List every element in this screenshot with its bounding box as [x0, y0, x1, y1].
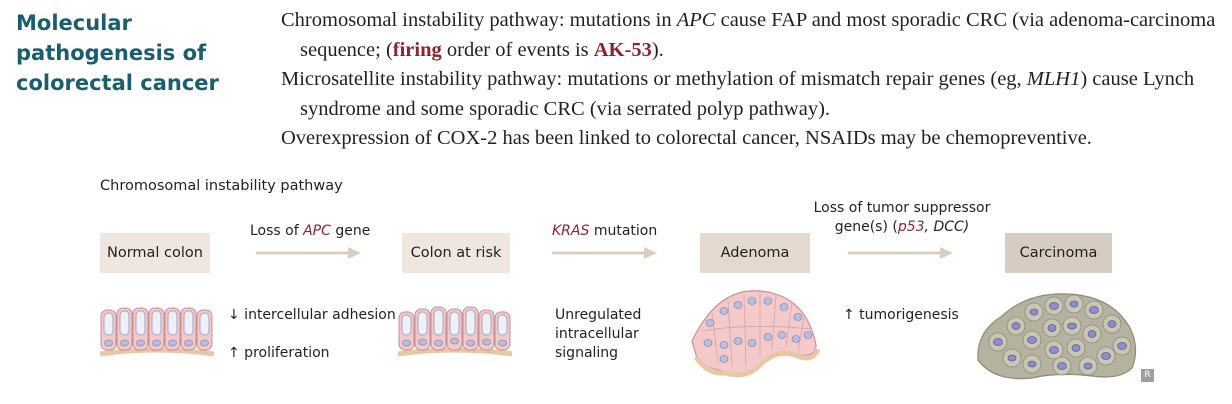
text: ) cause Lynch syndrome and some sporadic… [300, 68, 1195, 120]
step-loss-of-apc: Loss of APC gene [250, 222, 370, 241]
gene-mlh1: MLH1 [1026, 68, 1081, 90]
step-kras-mutation: KRAS mutation [552, 222, 657, 241]
normal-colon-epithelium-illustration [99, 307, 215, 357]
carcinoma-illustration [977, 293, 1137, 380]
arrow-right-icon [552, 247, 657, 259]
text: Chromosomal instability pathway: mutatio… [281, 9, 677, 31]
arrow-right-icon [256, 247, 361, 259]
mnemonic-firing: firing [392, 38, 442, 61]
text: , [924, 219, 934, 235]
rx-logo-icon: R [1141, 369, 1154, 382]
section-title: Molecular pathogenesis of colorectal can… [16, 11, 219, 95]
mnemonic-ak53: AK-53 [593, 38, 652, 61]
text: mutation [589, 223, 658, 239]
text: gene(s) ( [834, 219, 898, 235]
diagram-title: Chromosomal instability pathway [100, 178, 343, 194]
paragraph-microsatellite-instability: Microsatellite instability pathway: muta… [281, 65, 1226, 124]
text: Unregulated [555, 307, 642, 323]
effect-unregulated-signaling: Unregulated intracellular signaling [555, 306, 641, 363]
gene-apc: APC [676, 9, 716, 31]
colon-at-risk-epithelium-illustration [397, 306, 513, 357]
effect-increased-tumorigenesis: ↑ tumorigenesis [843, 307, 959, 323]
text: order of events is [441, 38, 594, 61]
stage-colon-at-risk: Colon at risk [402, 233, 510, 273]
gene-p53-label: p53 [897, 219, 925, 235]
body-text: Chromosomal instability pathway: mutatio… [281, 6, 1226, 154]
text: cause FAP and most sporadic CRC (via ade… [300, 9, 1216, 61]
tumor-suppressor-genes: gene(s) (p53, DCC) [810, 218, 994, 237]
text: signaling [555, 345, 619, 361]
stage-adenoma: Adenoma [700, 233, 810, 273]
effect-decreased-adhesion: ↓ intercellular adhesion [228, 307, 396, 323]
adenoma-illustration [691, 290, 821, 378]
arrow-right-icon [848, 247, 953, 259]
effect-increased-proliferation: ↑ proliferation [228, 345, 330, 361]
gene-dcc-label: DCC [933, 219, 964, 235]
text: gene [330, 223, 371, 239]
gene-kras-label: KRAS [552, 223, 590, 239]
paragraph-cox2: Overexpression of COX-2 has been linked … [281, 127, 1092, 149]
text: Microsatellite instability pathway: muta… [281, 68, 1027, 90]
paragraph-chromosomal-instability: Chromosomal instability pathway: mutatio… [281, 6, 1226, 65]
stage-normal-colon: Normal colon [100, 233, 210, 273]
text: Loss of [250, 223, 304, 239]
step-loss-of-tumor-suppressor: Loss of tumor suppressor gene(s) (p53, D… [810, 199, 994, 237]
gene-apc-label: APC [303, 223, 331, 239]
stage-carcinoma: Carcinoma [1005, 233, 1112, 273]
text: ) [963, 219, 970, 235]
text: Loss of tumor suppressor [813, 200, 991, 216]
text: intracellular [555, 326, 639, 342]
text: ). [651, 38, 664, 61]
